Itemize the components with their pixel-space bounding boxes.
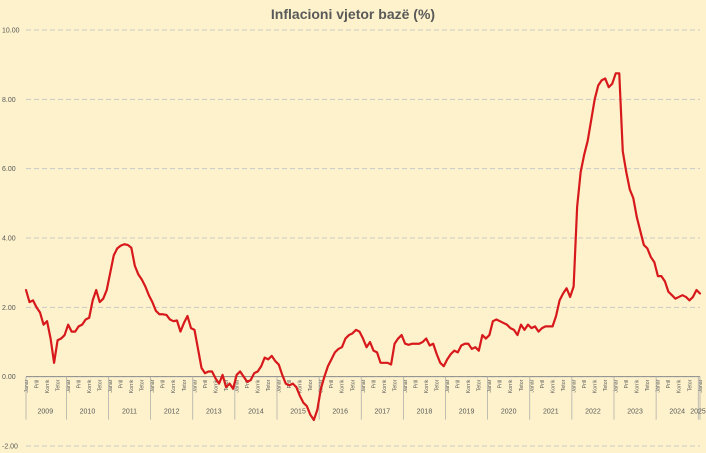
year-label: 2025 [690,409,706,416]
x-tick-label: Tetor [519,379,525,391]
x-tick-label: Korrik [382,379,388,393]
x-tick-label: Prill [413,380,419,389]
x-tick-label: Korrik [298,379,304,393]
x-tick-label: Prill [329,380,335,389]
y-axis-ticks: -2.00 0.00 2.00 4.00 6.00 8.00 10.00 [2,28,20,451]
x-tick-label: Janar [361,379,367,392]
x-tick-label: Janar [66,379,72,392]
x-tick-label: Prill [624,380,630,389]
x-tick-label: Janar [403,379,409,392]
x-tick-label: Prill [203,380,209,389]
x-tick-label: Tetor [140,379,146,391]
x-tick-label: Janar [108,379,114,392]
x-tick-label: Tetor [266,379,272,391]
series-layer [24,72,702,422]
x-tick-label: Prill [76,380,82,389]
x-tick-label: Prill [666,380,672,389]
year-label: 2009 [38,409,54,416]
year-label: 2017 [375,409,391,416]
x-tick-label: Korrik [677,379,683,393]
x-tick-label: Tetor [308,379,314,391]
year-label: 2013 [206,409,222,416]
year-label: 2024 [669,409,685,416]
x-tick-label: Tetor [687,379,693,391]
y-tick-label: 2.00 [2,305,16,312]
x-tick-label: Janar [24,379,30,392]
year-label: 2022 [585,409,601,416]
x-tick-label: Korrik [550,379,556,393]
x-tick-label: Janar [150,379,156,392]
x-tick-label: Korrik [171,379,177,393]
x-tick-label: Janar [487,379,493,392]
x-tick-label: Prill [582,380,588,389]
x-tick-label: Tetor [603,379,609,391]
x-tick-label: Janar [614,379,620,392]
x-tick-label: Prill [245,380,251,389]
year-label: 2012 [164,409,180,416]
x-tick-label: Korrik [340,379,346,393]
x-tick-label: Tetor [645,379,651,391]
chart-title: Inflacioni vjetor bazë (%) [270,6,436,22]
x-tick-label: Korrik [45,379,51,393]
x-tick-label: Janar [698,379,704,392]
year-label: 2019 [459,409,475,416]
x-tick-label: Tetor [477,379,483,391]
year-label: 2021 [543,409,559,416]
x-tick-label: Korrik [255,379,261,393]
x-tick-label: Janar [571,379,577,392]
x-tick-label: Korrik [87,379,93,393]
y-tick-label: 6.00 [2,166,16,173]
x-tick-label: Korrik [508,379,514,393]
x-tick-label: Tetor [561,379,567,391]
series-line [24,72,702,422]
x-tick-label: Janar [234,379,240,392]
x-tick-label: Prill [34,380,40,389]
x-tick-label: Tetor [435,379,441,391]
x-tick-label: Korrik [129,379,135,393]
y-tick-label: 4.00 [2,236,16,243]
x-tick-label: Korrik [592,379,598,393]
y-tick-label: 0.00 [2,374,16,381]
x-tick-label: Prill [498,380,504,389]
x-tick-label: Korrik [424,379,430,393]
y-tick-label: 10.00 [2,28,20,35]
year-label: 2018 [417,409,433,416]
year-label: 2010 [80,409,96,416]
x-tick-label: Janar [192,379,198,392]
x-tick-label: Tetor [98,379,104,391]
year-label: 2011 [122,409,137,416]
x-tick-label: Tetor [55,379,61,391]
x-tick-label: Korrik [213,379,219,393]
x-tick-label: Prill [540,380,546,389]
x-tick-label: Tetor [182,379,188,391]
x-tick-label: Prill [119,380,125,389]
x-tick-label: Prill [161,380,167,389]
x-tick-label: Korrik [466,379,472,393]
x-tick-label: Korrik [635,379,641,393]
year-label: 2023 [627,409,643,416]
x-tick-label: Tetor [392,379,398,391]
x-tick-label: Janar [445,379,451,392]
year-label: 2020 [501,409,517,416]
year-label: 2014 [248,409,264,416]
year-label: 2016 [332,409,348,416]
y-tick-label: -2.00 [2,444,18,451]
x-tick-label: Janar [656,379,662,392]
x-tick-label: Prill [456,380,462,389]
x-tick-label: Prill [371,380,377,389]
x-tick-label: Janar [529,379,535,392]
x-axis: Janar Prill Korrik Tetor Janar Prill Korrik Tet… [24,376,706,420]
year-label: 2015 [290,409,306,416]
x-tick-label: Tetor [350,379,356,391]
y-tick-label: 8.00 [2,97,16,104]
x-tick-label: Janar [277,379,283,392]
